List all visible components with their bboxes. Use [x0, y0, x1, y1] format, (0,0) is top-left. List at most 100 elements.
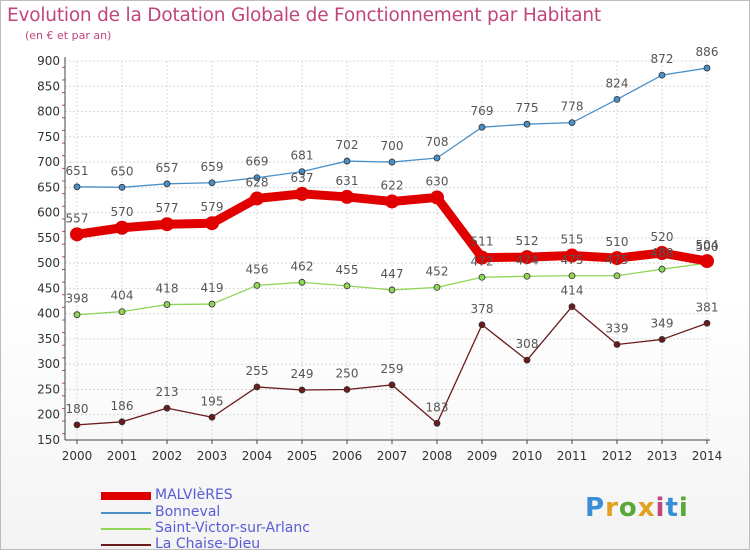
data-point — [208, 179, 216, 187]
data-point — [253, 383, 261, 391]
data-label: 186 — [111, 399, 134, 413]
x-tick-label: 2006 — [332, 449, 363, 463]
x-tick-label: 2014 — [692, 449, 723, 463]
data-point — [163, 404, 171, 412]
data-point — [385, 194, 399, 209]
series-la-chaise-dieu — [73, 303, 711, 429]
data-point — [523, 272, 531, 280]
x-tick-label: 2003 — [197, 449, 228, 463]
data-point — [523, 120, 531, 128]
data-point — [658, 265, 666, 273]
y-tick-label: 850 — [37, 79, 60, 93]
chart-subtitle: (en € et par an) — [25, 29, 112, 42]
data-point — [250, 191, 264, 206]
y-tick-label: 900 — [37, 54, 60, 68]
data-point — [613, 341, 621, 348]
data-point — [340, 189, 354, 204]
data-point — [430, 190, 444, 205]
data-point — [700, 254, 714, 269]
data-label: 180 — [66, 402, 89, 416]
data-label: 520 — [651, 230, 674, 244]
logo-letter: P — [585, 493, 606, 523]
data-point — [703, 319, 711, 327]
data-label: 378 — [471, 302, 494, 316]
data-point — [568, 119, 576, 127]
data-point — [115, 220, 129, 235]
data-label: 195 — [201, 394, 224, 408]
data-label: 510 — [606, 235, 629, 249]
logo-letter: r — [605, 493, 619, 523]
data-label: 474 — [516, 253, 539, 267]
x-tick-label: 2009 — [467, 449, 498, 463]
data-point — [433, 283, 441, 291]
data-point — [655, 246, 669, 261]
legend-label: Bonneval — [155, 504, 221, 520]
data-point — [478, 321, 486, 329]
x-tick-label: 2001 — [107, 449, 138, 463]
y-tick-label: 150 — [37, 433, 60, 447]
y-tick-label: 350 — [37, 332, 60, 346]
data-label: 579 — [201, 200, 224, 214]
data-label: 404 — [111, 289, 134, 303]
data-label: 213 — [156, 385, 179, 399]
x-tick-label: 2002 — [152, 449, 183, 463]
y-tick-label: 500 — [37, 256, 60, 270]
data-label: 308 — [516, 337, 539, 351]
data-point — [73, 311, 81, 319]
data-label: 886 — [696, 45, 719, 59]
y-tick-label: 700 — [37, 155, 60, 169]
data-label: 700 — [381, 139, 404, 153]
data-point — [118, 418, 126, 426]
y-tick-label: 550 — [37, 231, 60, 245]
proxiti-logo: Proxiti — [585, 493, 689, 523]
data-label: 472 — [471, 254, 494, 268]
data-point — [205, 216, 219, 231]
legend-label: MALVIèRES — [155, 487, 233, 503]
data-point — [475, 250, 489, 265]
legend-swatch — [101, 528, 151, 530]
legend-label: Saint-Victor-sur-Arlanc — [155, 520, 310, 536]
data-point — [73, 421, 81, 429]
data-label: 455 — [336, 263, 359, 277]
data-label: 669 — [246, 155, 269, 169]
data-point — [703, 64, 711, 72]
data-label: 462 — [291, 259, 314, 273]
y-tick-label: 800 — [37, 105, 60, 119]
data-label: 456 — [246, 262, 269, 276]
data-label: 339 — [606, 321, 629, 335]
logo-letter: o — [618, 493, 638, 523]
data-label: 702 — [336, 138, 359, 152]
data-point — [433, 154, 441, 162]
x-tick-label: 2007 — [377, 449, 408, 463]
series-malvi-res — [70, 186, 714, 269]
data-label: 622 — [381, 178, 404, 192]
data-point — [253, 174, 261, 182]
data-label: 475 — [606, 253, 629, 267]
data-point — [478, 273, 486, 281]
data-label: 259 — [381, 362, 404, 376]
data-point — [73, 183, 81, 191]
data-point — [568, 303, 576, 310]
data-label: 570 — [111, 205, 134, 219]
data-label: 778 — [561, 100, 584, 114]
data-label: 504 — [696, 238, 719, 252]
logo-letter: x — [637, 493, 656, 523]
x-tick-label: 2005 — [287, 449, 318, 463]
data-label: 381 — [696, 300, 719, 314]
data-label: 515 — [561, 233, 584, 247]
data-label: 349 — [651, 316, 674, 330]
data-point — [388, 158, 396, 166]
data-point — [610, 251, 624, 266]
chart-title: Evolution de la Dotation Globale de Fonc… — [7, 5, 601, 26]
legend-label: La Chaise-Dieu — [155, 536, 261, 552]
data-point — [565, 248, 579, 263]
x-tick-label: 2004 — [242, 449, 273, 463]
data-point — [298, 278, 306, 286]
data-point — [523, 356, 531, 364]
data-label: 630 — [426, 174, 449, 188]
data-label: 500 — [696, 240, 719, 254]
x-tick-label: 2000 — [62, 449, 93, 463]
x-tick-label: 2012 — [602, 449, 633, 463]
data-label: 249 — [291, 367, 314, 381]
